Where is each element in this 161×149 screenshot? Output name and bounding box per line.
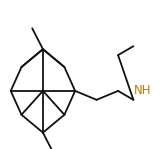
Text: NH: NH (133, 84, 151, 97)
